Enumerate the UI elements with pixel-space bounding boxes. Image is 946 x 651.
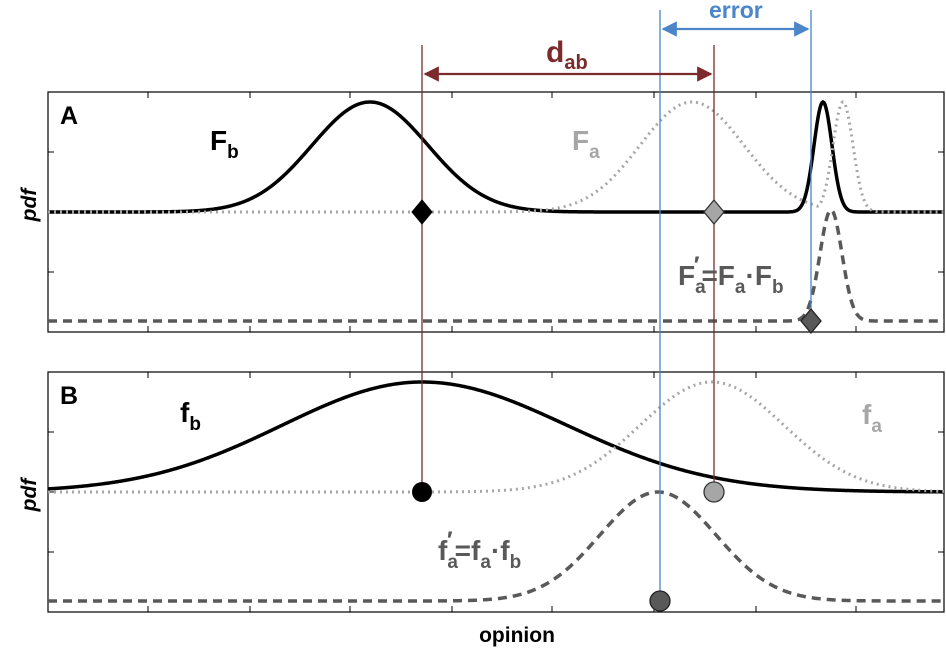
panel-b-fb-label: fb	[180, 397, 201, 435]
panel-a-fa-curve	[48, 100, 944, 214]
panel-b-letter: B	[60, 382, 78, 410]
panel-a-y-axis-label: pdf	[18, 187, 41, 223]
panel-b-fb-curve	[47, 380, 944, 494]
dab-label: dab	[546, 36, 588, 74]
panel-a-fa-label: Fa	[572, 125, 600, 163]
panel-b-product-marker	[649, 590, 671, 612]
panel-b-fa-marker	[703, 481, 725, 503]
panel-a-letter: A	[60, 102, 78, 130]
axis-ticks	[48, 92, 944, 612]
panel-a-fb-marker	[411, 199, 433, 225]
panel-b-product-label: fa′=fa·fb	[438, 527, 521, 573]
error-label: error	[709, 0, 763, 23]
panel-a-fb-curve	[48, 99, 944, 214]
panel-b-y-axis-label: pdf	[18, 477, 41, 513]
panel-a-fa-marker	[703, 198, 725, 226]
x-axis-label: opinion	[479, 624, 555, 647]
panel-b-fb-marker	[412, 482, 432, 502]
panel-a-product-label: Fa′=Fa·Fb	[678, 252, 784, 298]
panel-b-fa-label: fa	[862, 399, 882, 437]
panel-a-product-marker	[800, 307, 822, 335]
panel-a-product-curve	[48, 208, 944, 323]
panel-a-fb-label: Fb	[210, 125, 239, 163]
